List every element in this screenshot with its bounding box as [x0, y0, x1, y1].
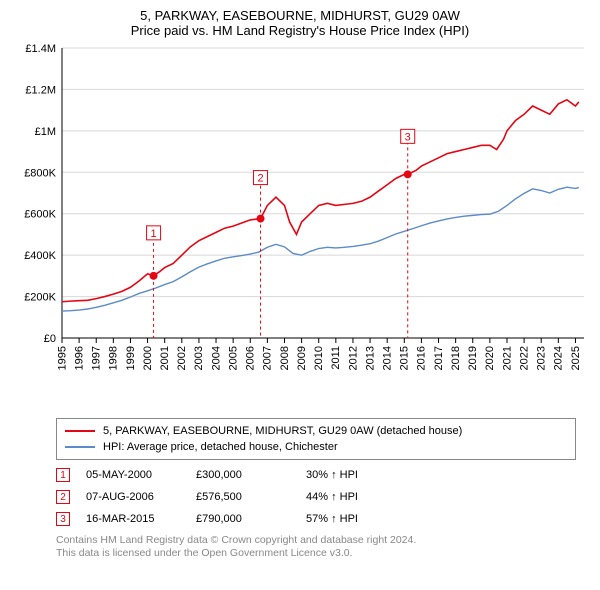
chart-svg: £0 £200K £400K £600K £800K £1M £1.2M £1.4M 1995 1…	[12, 42, 588, 412]
svg-text:2020: 2020	[484, 346, 496, 370]
svg-text:2004: 2004	[210, 346, 222, 370]
svg-text:2012: 2012	[347, 346, 359, 370]
svg-text:2007: 2007	[262, 346, 274, 370]
sale-event-row: 3 16-MAR-2015 £790,000 57% ↑ HPI	[56, 512, 576, 526]
svg-text:1: 1	[151, 228, 157, 240]
svg-text:2018: 2018	[450, 346, 462, 370]
svg-text:£0: £0	[44, 333, 56, 345]
event-price: £300,000	[196, 469, 306, 481]
legend-swatch	[65, 446, 95, 448]
svg-text:2015: 2015	[399, 346, 411, 370]
svg-text:2023: 2023	[536, 346, 548, 370]
event-date: 05-MAY-2000	[86, 469, 196, 481]
footer-attribution: Contains HM Land Registry data © Crown c…	[56, 534, 576, 560]
svg-text:2011: 2011	[330, 346, 342, 370]
svg-text:£200K: £200K	[24, 292, 56, 304]
event-price: £576,500	[196, 491, 306, 503]
svg-text:2014: 2014	[381, 346, 393, 370]
sale-event-row: 1 05-MAY-2000 £300,000 30% ↑ HPI	[56, 468, 576, 482]
svg-text:2002: 2002	[176, 346, 188, 370]
svg-text:2005: 2005	[227, 346, 239, 370]
event-marker-icon: 1	[56, 468, 70, 482]
legend-label: 5, PARKWAY, EASEBOURNE, MIDHURST, GU29 0…	[103, 423, 462, 439]
svg-text:£1.4M: £1.4M	[25, 43, 56, 55]
event-pct: 57% ↑ HPI	[306, 513, 446, 525]
svg-text:1999: 1999	[125, 346, 137, 370]
svg-text:2019: 2019	[467, 346, 479, 370]
svg-text:2: 2	[257, 173, 263, 185]
svg-text:2001: 2001	[159, 346, 171, 370]
svg-text:3: 3	[405, 131, 411, 143]
svg-text:2000: 2000	[142, 346, 154, 370]
event-pct: 44% ↑ HPI	[306, 491, 446, 503]
svg-text:1996: 1996	[73, 346, 85, 370]
svg-text:2021: 2021	[501, 346, 513, 370]
svg-text:2008: 2008	[279, 346, 291, 370]
svg-text:1997: 1997	[91, 346, 103, 370]
svg-text:2025: 2025	[570, 346, 582, 370]
event-date: 07-AUG-2006	[86, 491, 196, 503]
svg-text:£800K: £800K	[24, 167, 56, 179]
svg-text:£1.2M: £1.2M	[25, 84, 56, 96]
legend-item: HPI: Average price, detached house, Chic…	[65, 439, 567, 455]
svg-text:2010: 2010	[313, 346, 325, 370]
chart-subtitle: Price paid vs. HM Land Registry's House …	[12, 23, 588, 38]
legend-swatch	[65, 430, 95, 432]
svg-text:2003: 2003	[193, 346, 205, 370]
svg-text:2022: 2022	[518, 346, 530, 370]
svg-text:2006: 2006	[245, 346, 257, 370]
footer-line: Contains HM Land Registry data © Crown c…	[56, 534, 576, 547]
svg-text:2017: 2017	[433, 346, 445, 370]
svg-text:2013: 2013	[364, 346, 376, 370]
event-pct: 30% ↑ HPI	[306, 469, 446, 481]
legend-box: 5, PARKWAY, EASEBOURNE, MIDHURST, GU29 0…	[56, 418, 576, 460]
sale-event-row: 2 07-AUG-2006 £576,500 44% ↑ HPI	[56, 490, 576, 504]
svg-text:2024: 2024	[553, 346, 565, 370]
svg-text:1995: 1995	[56, 346, 68, 370]
event-marker-icon: 2	[56, 490, 70, 504]
svg-text:£400K: £400K	[24, 250, 56, 262]
svg-text:£1M: £1M	[35, 126, 56, 138]
svg-text:2009: 2009	[296, 346, 308, 370]
event-price: £790,000	[196, 513, 306, 525]
svg-text:£600K: £600K	[24, 209, 56, 221]
chart-title: 5, PARKWAY, EASEBOURNE, MIDHURST, GU29 0…	[12, 8, 588, 23]
event-marker-icon: 3	[56, 512, 70, 526]
chart-area: £0 £200K £400K £600K £800K £1M £1.2M £1.4M 1995 1…	[12, 42, 588, 412]
event-date: 16-MAR-2015	[86, 513, 196, 525]
svg-text:1998: 1998	[108, 346, 120, 370]
sale-events-list: 1 05-MAY-2000 £300,000 30% ↑ HPI 2 07-AU…	[56, 468, 576, 526]
legend-item: 5, PARKWAY, EASEBOURNE, MIDHURST, GU29 0…	[65, 423, 567, 439]
footer-line: This data is licensed under the Open Gov…	[56, 547, 576, 560]
svg-text:2016: 2016	[416, 346, 428, 370]
legend-label: HPI: Average price, detached house, Chic…	[103, 439, 338, 455]
